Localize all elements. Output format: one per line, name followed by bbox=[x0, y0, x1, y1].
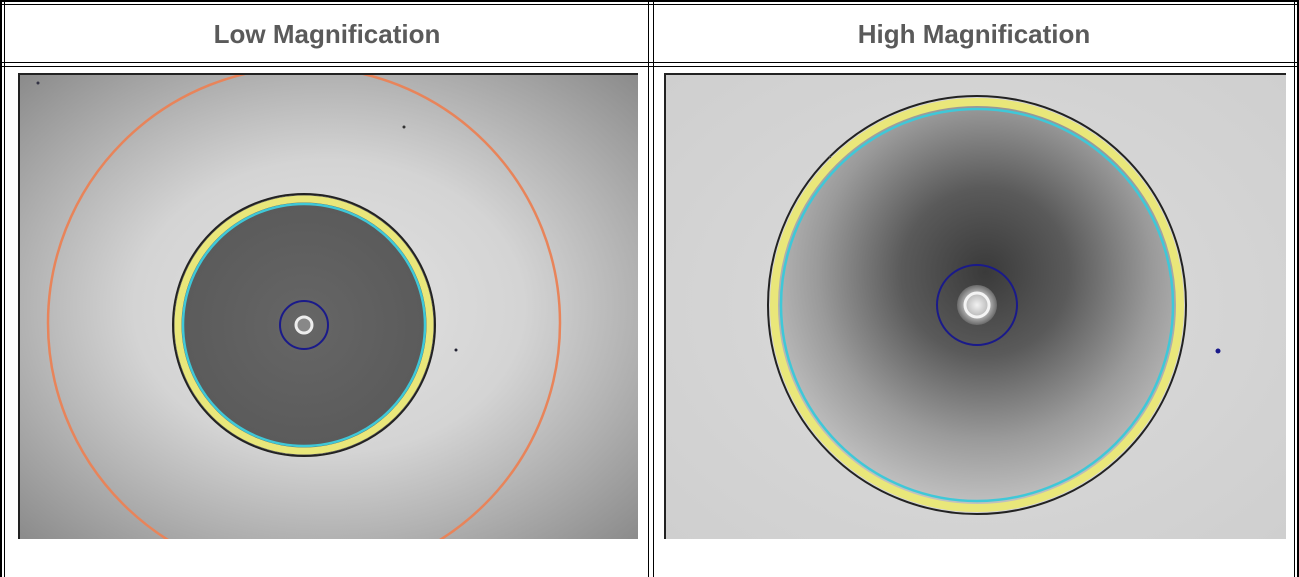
table-right-border bbox=[1294, 0, 1299, 577]
navy-core-ring bbox=[936, 264, 1018, 346]
cyan-boundary-ring bbox=[181, 202, 427, 448]
high-magnification-image bbox=[664, 73, 1286, 539]
low-magnification-image bbox=[18, 73, 638, 539]
yellow-boundary-ring bbox=[770, 98, 1184, 512]
core-center bbox=[294, 315, 314, 335]
low-magnification-fiber-endface-image bbox=[20, 75, 638, 539]
orange-boundary-ring bbox=[46, 75, 562, 539]
black-boundary-ring bbox=[767, 95, 1187, 515]
header-low-magnification: Low Magnification bbox=[213, 18, 441, 49]
header-separator bbox=[0, 62, 1299, 67]
table-top-border bbox=[0, 0, 1299, 5]
table-left-border bbox=[0, 0, 5, 577]
core-center bbox=[957, 285, 997, 325]
black-boundary-ring bbox=[172, 193, 436, 457]
high-magnification-fiber-endface-image bbox=[666, 75, 1286, 539]
header-high-magnification: High Magnification bbox=[857, 18, 1091, 49]
navy-core-ring bbox=[279, 300, 329, 350]
column-divider bbox=[648, 0, 654, 577]
yellow-boundary-ring bbox=[174, 195, 434, 455]
cyan-boundary-ring bbox=[779, 107, 1175, 503]
